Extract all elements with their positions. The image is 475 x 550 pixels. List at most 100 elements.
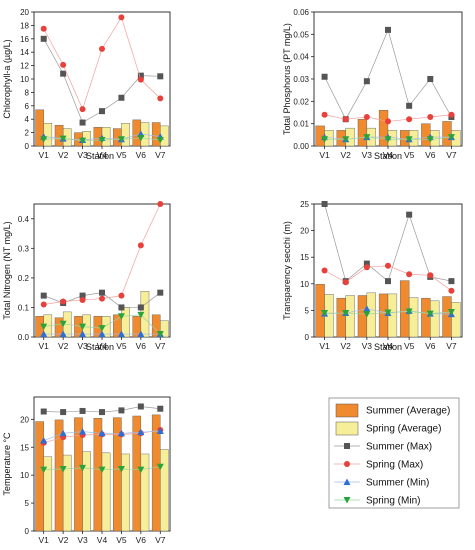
point-spring-max [448, 111, 455, 118]
bar-spring-average [82, 451, 91, 532]
point-spring-min [117, 466, 125, 473]
point-spring-min [40, 323, 48, 331]
bar-spring-average [43, 123, 53, 147]
point-spring-min [59, 320, 67, 328]
x-tick-label: V3 [362, 150, 373, 160]
point-spring-max [118, 292, 125, 299]
point-summer-min [156, 427, 164, 435]
point-summer-max [406, 211, 413, 218]
bar-summer-average [442, 121, 452, 147]
legend-label: Spring (Max) [366, 460, 423, 471]
x-tick-label: V6 [136, 150, 147, 160]
bar-summer-average [336, 297, 346, 338]
legend-marker-summer-min [343, 478, 351, 485]
point-summer-min [137, 330, 145, 338]
x-tick-label: V3 [77, 341, 88, 351]
point-spring-min [342, 136, 350, 143]
point-spring-min [137, 311, 145, 319]
point-spring-min [98, 466, 106, 474]
point-spring-min [363, 134, 371, 141]
x-tick-label: V4 [97, 341, 108, 351]
y-tick-label: 0.01 [293, 120, 309, 129]
point-spring-min [363, 311, 371, 318]
point-spring-max [321, 111, 328, 118]
x-tick-label: V6 [136, 535, 147, 545]
point-summer-max [99, 289, 105, 296]
x-tick-label: V2 [341, 341, 352, 351]
x-tick-label: V7 [155, 341, 166, 351]
point-spring-min [342, 310, 350, 317]
legend-label: Summer (Min) [366, 478, 429, 489]
point-spring-min [40, 466, 48, 474]
x-axis-label: Station [374, 342, 402, 352]
y-tick-label: 0 [25, 142, 30, 151]
point-spring-max [99, 45, 105, 52]
point-summer-max [40, 292, 47, 299]
point-summer-min [98, 330, 106, 338]
point-spring-max [40, 301, 47, 308]
x-tick-label: V5 [404, 150, 415, 160]
point-spring-min [384, 136, 392, 143]
x-tick-label: V1 [319, 150, 330, 160]
point-spring-max [40, 25, 47, 32]
bar-summer-average [378, 110, 389, 147]
bar-spring-average [430, 300, 440, 338]
point-spring-max [427, 113, 434, 120]
point-summer-min [40, 330, 48, 338]
x-tick-label: V2 [58, 150, 69, 160]
point-spring-max [385, 118, 391, 125]
y-tick-label: 10 [300, 280, 309, 289]
x-axis-label: Station [86, 342, 114, 352]
legend: Summer (Average) Spring (Average) Summer (… [328, 397, 460, 509]
point-spring-min [98, 136, 106, 144]
bar-spring-average [345, 295, 355, 338]
bar-summer-average [421, 123, 431, 147]
point-spring-min [384, 309, 392, 317]
y-tick-label: 20 [20, 415, 29, 424]
legend-swatch-summer-avg [335, 403, 359, 418]
point-spring-min [447, 308, 455, 316]
point-summer-max [427, 76, 434, 82]
x-tick-label: V7 [446, 150, 457, 160]
bar-spring-average [140, 453, 150, 532]
bar-spring-average [160, 449, 169, 532]
point-spring-min [156, 463, 164, 471]
point-summer-max [363, 260, 370, 267]
point-spring-max [137, 76, 144, 83]
bar-spring-average [121, 123, 130, 147]
bar-spring-average [43, 456, 53, 532]
point-spring-min [156, 331, 164, 338]
point-summer-max [385, 278, 391, 285]
point-summer-min [98, 429, 106, 437]
bar-summer-average [421, 297, 431, 338]
point-spring-min [447, 134, 455, 141]
y-axis-label: Temperature °C [2, 432, 12, 496]
x-tick-label: V1 [39, 535, 50, 545]
y-tick-label: 12 [20, 62, 29, 71]
point-summer-max [79, 119, 86, 126]
point-spring-max [79, 106, 86, 113]
y-tick-label: 14 [20, 48, 29, 57]
x-tick-label: V5 [116, 341, 127, 351]
legend-label: Spring (Average) [366, 424, 441, 435]
point-spring-max [427, 272, 434, 279]
point-spring-min [321, 310, 329, 317]
point-summer-max [79, 407, 86, 414]
x-tick-label: V3 [362, 341, 373, 351]
y-tick-label: 0 [305, 333, 310, 342]
point-summer-max [157, 405, 164, 412]
bar-summer-average [151, 122, 161, 147]
x-tick-label: V2 [58, 535, 69, 545]
x-tick-label: V4 [97, 150, 108, 160]
x-tick-label: V5 [116, 150, 127, 160]
legend-label: Summer (Max) [366, 442, 432, 453]
point-summer-min [79, 330, 87, 338]
bar-summer-average [357, 295, 368, 338]
point-spring-min [405, 308, 413, 315]
bar-summer-average [54, 125, 64, 147]
point-spring-min [79, 323, 87, 331]
point-summer-min [363, 305, 371, 312]
point-summer-max [137, 72, 144, 79]
chart-transparency-secchi: 0 5 10 15 20 25 V1 V2 V3 V4 V5 V6 V7 Station Transpare… [282, 200, 463, 352]
